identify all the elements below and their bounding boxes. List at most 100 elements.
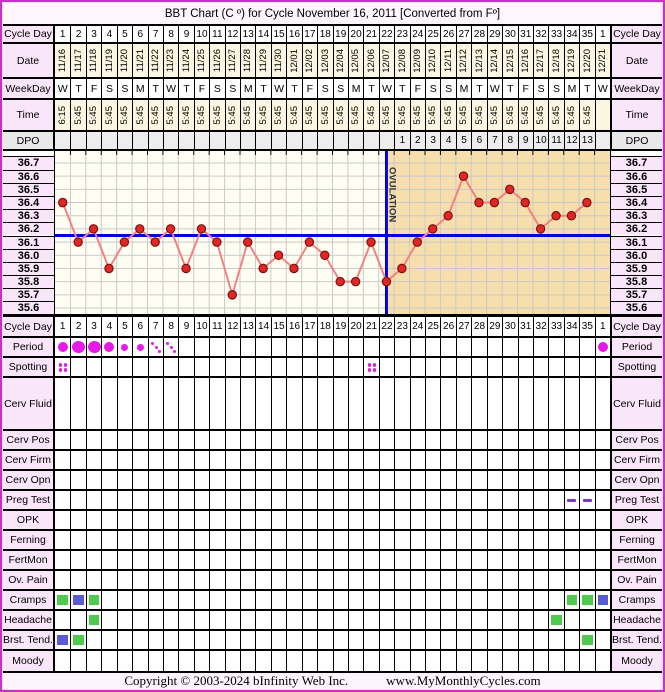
cerv-pos-cell	[286, 431, 302, 449]
cerv-firm-cell	[532, 451, 549, 469]
headache-cell	[70, 611, 86, 629]
spotting-cell	[563, 358, 580, 376]
ov-pain-cell	[209, 571, 225, 589]
cramps-label-right: Cramps	[610, 591, 662, 609]
dpo-cell	[55, 132, 71, 149]
ferning-cell	[147, 531, 163, 549]
cerv-firm-cell	[347, 451, 364, 469]
ferning-cell	[471, 531, 487, 549]
y-tick-label: 36.5	[3, 182, 54, 196]
brst-tend-cell	[193, 631, 210, 649]
headache-cell	[193, 611, 210, 629]
spotting-cell	[486, 358, 503, 376]
headache-cell	[224, 611, 240, 629]
dpo-cell: 1	[394, 132, 410, 149]
ferning-cell	[579, 531, 595, 549]
fertmon-cell	[147, 551, 163, 569]
ferning-cell	[209, 531, 225, 549]
fertmon-cell	[347, 551, 364, 569]
cramps-cell	[85, 591, 102, 609]
fertmon-cell	[502, 551, 518, 569]
cycle-day-footer-cell: 33	[548, 317, 564, 336]
opk-cell	[471, 511, 487, 529]
weekday-cell: F	[517, 79, 533, 98]
cerv-pos-cell	[532, 431, 549, 449]
date-cell: 12/13	[471, 44, 487, 77]
weekday-cell: S	[317, 79, 333, 98]
spotting-cell	[178, 358, 194, 376]
brst-tend-label-right: Brst. Tend.	[610, 631, 662, 649]
time-value: 5:45	[350, 105, 362, 125]
dpo-cell: 12	[563, 132, 580, 149]
ferning-cell	[116, 531, 133, 549]
fertmon-label: FertMon	[3, 551, 55, 569]
weekday-cell: F	[301, 79, 318, 98]
period-cell	[347, 338, 364, 356]
headache-cell	[440, 611, 456, 629]
dpo-cell	[193, 132, 210, 149]
cerv-firm-cell	[486, 451, 503, 469]
cerv-fluid-cell	[255, 378, 271, 429]
opk-cell	[101, 511, 117, 529]
cerv-firm-cell	[471, 451, 487, 469]
temp-point-day-12	[227, 290, 237, 300]
date-value: 11/22	[149, 48, 161, 73]
cycle-day-footer-cell: 31	[517, 317, 533, 336]
moody-cell	[224, 651, 240, 671]
cerv-opn-cell	[409, 471, 425, 489]
brst-tend-cell	[425, 631, 441, 649]
time-value: 5:45	[427, 105, 439, 125]
y-tick-label: 36.0	[611, 248, 662, 262]
temp-point-day-7	[150, 237, 160, 247]
preg-test-cell	[116, 491, 133, 509]
moody-cell	[502, 651, 518, 671]
spotting-cell	[286, 358, 302, 376]
cycle-day-footer-cell: 1	[55, 317, 71, 336]
date-value: 12/15	[504, 48, 516, 73]
ov-pain-cell	[224, 571, 240, 589]
headache-cell	[147, 611, 163, 629]
dpo-cell	[162, 132, 179, 149]
preg-test-cell	[209, 491, 225, 509]
weekday-cell: S	[209, 79, 225, 98]
time-value: 5:45	[88, 105, 100, 125]
cerv-opn-cell	[332, 471, 348, 489]
fertmon-cell	[594, 551, 610, 569]
opk-cell	[270, 511, 287, 529]
brst-tend-cell	[563, 631, 580, 649]
date-label-right: Date	[610, 44, 662, 77]
cycle-day-footer-cell: 4	[101, 317, 117, 336]
cycle-day-header-cell: 22	[378, 26, 395, 42]
period-cell	[425, 338, 441, 356]
ov-pain-cell	[240, 571, 256, 589]
temp-point-day-30	[505, 184, 515, 195]
cerv-opn-cell	[162, 471, 179, 489]
dpo-cell	[101, 132, 117, 149]
weekday-cell: T	[363, 79, 379, 98]
spotting-dots	[58, 362, 68, 372]
preg-test-cell	[85, 491, 102, 509]
cerv-firm-cell	[409, 451, 425, 469]
fertmon-row: FertMon FertMon	[3, 551, 662, 571]
cerv-firm-cell	[193, 451, 210, 469]
ferning-cell	[240, 531, 256, 549]
weekday-cell: T	[147, 79, 163, 98]
weekday-cell: M	[240, 79, 256, 98]
brst-tend-row: Brst. Tend. Brst. Tend.	[3, 631, 662, 651]
ferning-cell	[224, 531, 240, 549]
headache-label-right: Headache	[610, 611, 662, 629]
ovulation-label: OVULATION	[387, 167, 398, 222]
headache-row: Headache Headache	[3, 611, 662, 631]
date-value: 12/11	[442, 48, 454, 73]
headache-cell	[363, 611, 379, 629]
y-tick-label: 36.7	[611, 156, 662, 170]
cycle-day-header-cell: 1	[594, 26, 610, 42]
cerv-opn-cell	[116, 471, 133, 489]
weekday-cell: M	[455, 79, 472, 98]
date-value: 11/21	[134, 48, 146, 73]
preg-test-cell	[471, 491, 487, 509]
period-cell	[240, 338, 256, 356]
dpo-cell	[70, 132, 86, 149]
headache-cell	[455, 611, 472, 629]
